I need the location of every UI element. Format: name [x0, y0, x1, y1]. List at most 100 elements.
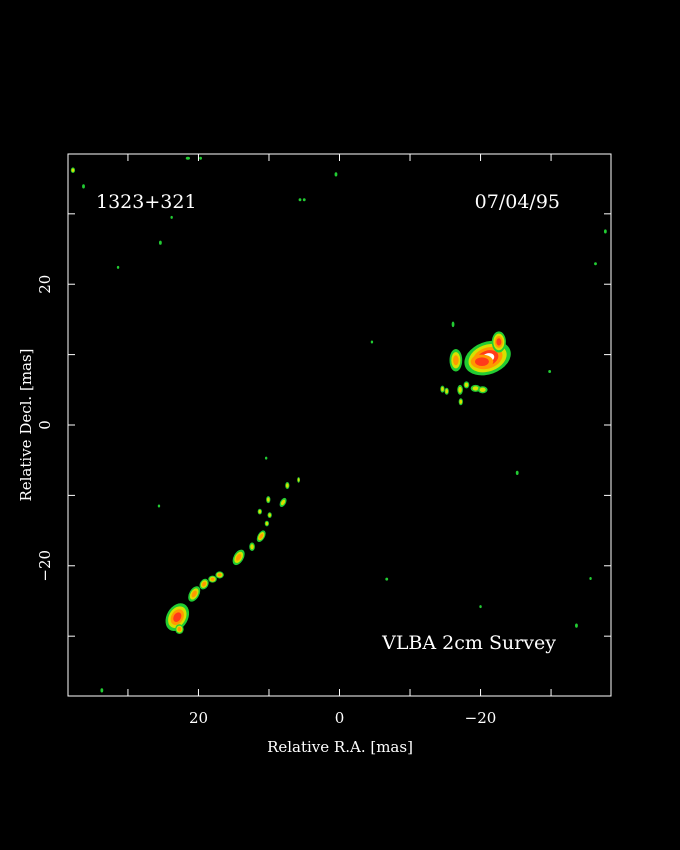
- brightness-component: [82, 184, 85, 189]
- component-contour: [441, 386, 444, 392]
- brightness-component: [116, 265, 120, 269]
- x-axis-label: Relative R.A. [mas]: [267, 738, 413, 756]
- component-contour: [173, 612, 182, 622]
- x-tick-label: −20: [465, 709, 497, 727]
- brightness-component: [264, 456, 268, 460]
- brightness-component: [170, 215, 173, 219]
- component-contour: [210, 577, 215, 581]
- component-contour: [191, 590, 197, 598]
- brightness-component: [444, 387, 449, 395]
- component-contour: [459, 399, 463, 404]
- component-contour: [82, 184, 85, 189]
- component-contour: [286, 483, 289, 488]
- brightness-component: [188, 586, 201, 602]
- component-contour: [235, 553, 242, 561]
- component-contour: [265, 521, 269, 526]
- source-name-label: 1323+321: [96, 191, 197, 213]
- brightness-component: [249, 542, 255, 551]
- component-contour: [258, 509, 262, 514]
- brightness-component: [548, 370, 552, 373]
- brightness-component: [279, 497, 287, 507]
- component-contour: [451, 321, 455, 328]
- brightness-component: [458, 398, 463, 406]
- component-contour: [298, 198, 302, 202]
- component-contour: [250, 544, 254, 550]
- brightness-component: [298, 198, 302, 202]
- brightness-component: [449, 348, 463, 372]
- brightness-component: [199, 156, 202, 160]
- component-contour: [479, 387, 486, 392]
- brightness-component: [100, 688, 104, 693]
- brightness-component: [470, 354, 494, 369]
- plot-area: 20 0 −20 20 0 −20: [36, 153, 612, 727]
- brightness-components: [70, 156, 607, 693]
- brightness-component: [256, 530, 266, 542]
- brightness-component: [297, 477, 301, 483]
- brightness-component: [208, 575, 217, 583]
- component-contour: [268, 513, 271, 517]
- brightness-component: [175, 624, 184, 635]
- brightness-component: [515, 470, 519, 475]
- brightness-component: [370, 340, 374, 344]
- brightness-component: [451, 321, 455, 328]
- x-tick-label: 20: [189, 709, 208, 727]
- component-contour: [297, 478, 300, 482]
- component-contour: [177, 626, 182, 632]
- component-contour: [264, 456, 268, 460]
- component-contour: [116, 265, 120, 269]
- component-contour: [202, 581, 207, 587]
- axis-ticks: [68, 154, 611, 696]
- brightness-component: [589, 576, 592, 580]
- brightness-component: [215, 571, 224, 579]
- brightness-component: [463, 381, 470, 389]
- component-contour: [548, 370, 552, 373]
- brightness-component: [594, 262, 597, 266]
- brightness-component: [457, 384, 463, 395]
- component-contour: [475, 357, 489, 366]
- component-contour: [370, 340, 374, 344]
- component-contour: [589, 576, 592, 580]
- component-contour: [445, 389, 448, 394]
- component-contour: [575, 623, 578, 628]
- brightness-component: [185, 156, 190, 160]
- brightness-component: [603, 229, 607, 234]
- brightness-component: [70, 167, 76, 174]
- axis-tick-labels: 20 0 −20 20 0 −20: [36, 275, 496, 727]
- component-contour: [472, 386, 479, 391]
- y-tick-label: −20: [36, 550, 54, 582]
- brightness-component: [440, 385, 445, 393]
- y-tick-label: 0: [36, 420, 54, 430]
- component-contour: [259, 533, 264, 539]
- component-contour: [158, 240, 162, 245]
- brightness-component: [491, 331, 506, 353]
- component-contour: [496, 338, 502, 346]
- component-contour: [334, 172, 338, 177]
- component-contour: [453, 355, 459, 366]
- brightness-component: [232, 549, 245, 566]
- brightness-component: [264, 520, 269, 527]
- brightness-component: [165, 603, 190, 632]
- brightness-component: [267, 512, 272, 518]
- epoch-label: 07/04/95: [475, 191, 560, 213]
- brightness-component: [285, 482, 290, 490]
- component-contour: [464, 382, 469, 388]
- brightness-component: [575, 623, 578, 628]
- brightness-component: [302, 198, 306, 202]
- brightness-component: [257, 508, 262, 515]
- component-contour: [71, 168, 75, 172]
- brightness-component: [385, 577, 389, 581]
- component-contour: [100, 688, 104, 693]
- y-axis-label: Relative Decl. [mas]: [17, 348, 35, 501]
- brightness-component: [470, 384, 481, 392]
- y-tick-label: 20: [36, 275, 54, 294]
- brightness-component: [157, 504, 161, 508]
- component-contour: [185, 156, 190, 160]
- brightness-component: [158, 240, 162, 245]
- component-contour: [157, 504, 161, 508]
- component-contour: [594, 262, 597, 266]
- component-contour: [515, 470, 519, 475]
- brightness-component: [477, 386, 488, 394]
- survey-label: VLBA 2cm Survey: [381, 632, 556, 654]
